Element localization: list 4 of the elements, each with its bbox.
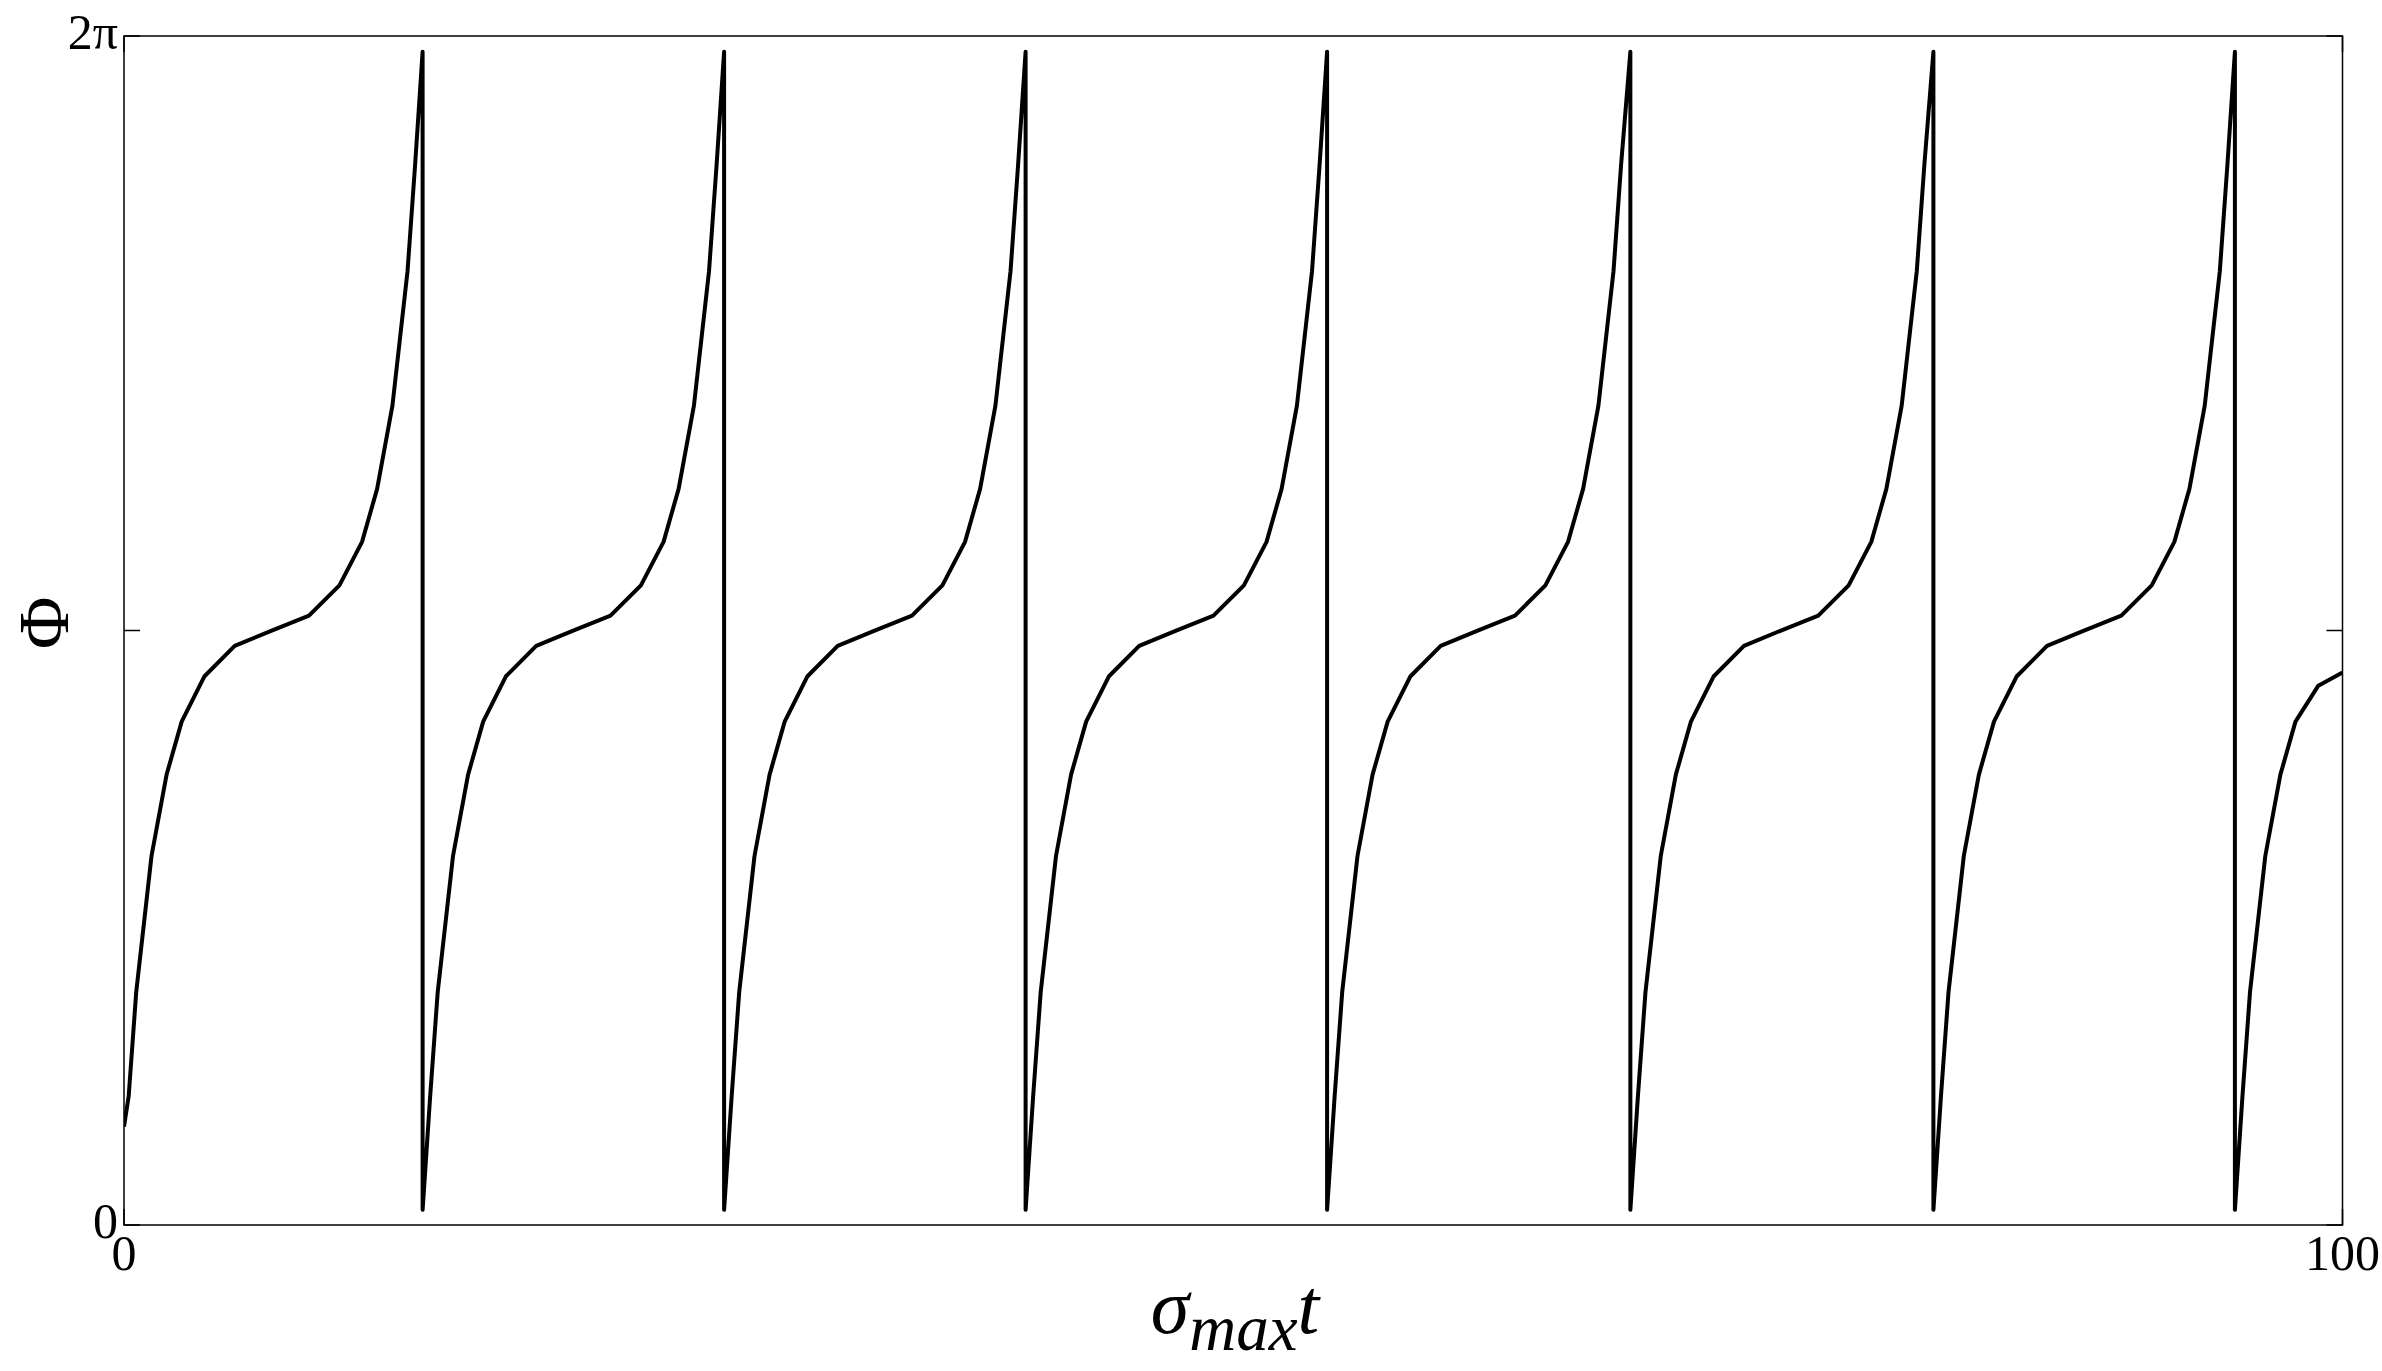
- y-axis-title: Φ: [2, 596, 85, 650]
- x-axis-title: σ$_{max}$t: [1150, 1262, 1320, 1366]
- y-tick-label: 2π: [67, 4, 118, 61]
- x-tick-label: 100: [2305, 1225, 2380, 1282]
